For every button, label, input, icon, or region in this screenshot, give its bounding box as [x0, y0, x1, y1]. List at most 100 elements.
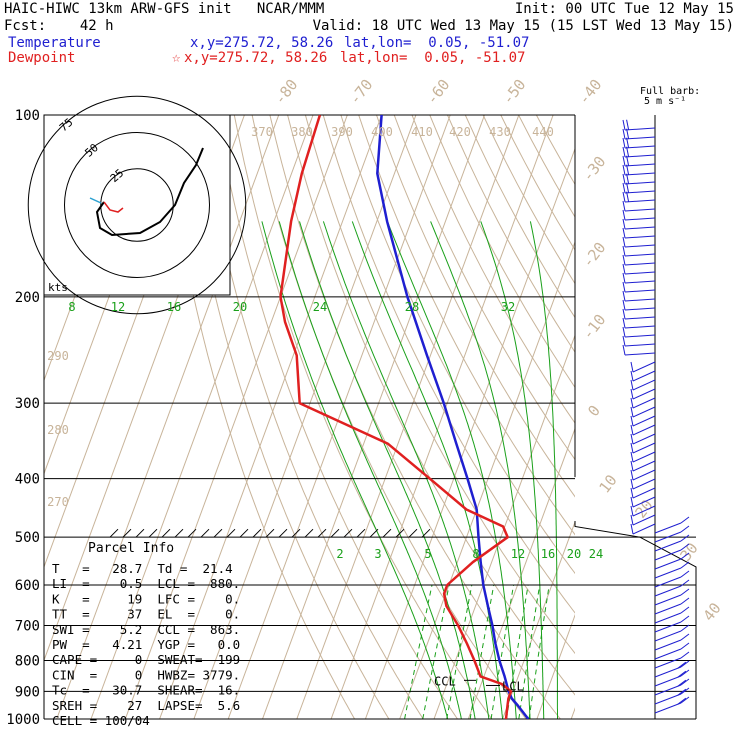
parcel-info-row: PW = 4.21 YGP = 0.0	[52, 637, 240, 652]
wind-barb	[654, 666, 682, 678]
wind-barb	[632, 397, 656, 409]
wind-barb	[624, 253, 656, 257]
dry-adiabat	[340, 115, 575, 575]
mixing-ratio-lower-label: 8	[472, 547, 479, 561]
dry-adiabat	[162, 115, 356, 719]
wind-barb-feather	[680, 660, 690, 668]
wind-barb	[654, 621, 682, 633]
theta-label: 380	[291, 125, 313, 139]
wind-barb-feather	[622, 317, 626, 329]
parcel-info-row: TT = 37 EL = 0.	[52, 607, 240, 622]
wind-barb	[632, 478, 656, 490]
dry-adiabat	[180, 115, 390, 719]
wind-barb-feather	[622, 128, 626, 140]
mixing-ratio-lower-label: 16	[541, 547, 555, 561]
isotherm-line	[124, 115, 348, 719]
wind-barb-feather	[626, 119, 630, 130]
dry-adiabat	[393, 115, 575, 461]
wind-barb	[632, 469, 656, 481]
wind-barb	[632, 370, 656, 382]
wind-barb-feather	[630, 406, 634, 418]
wind-barb	[624, 154, 656, 158]
hatch-mark	[200, 528, 210, 538]
wind-barb-feather	[622, 272, 626, 284]
parcel-info-row: CAPE = 0 SWEAT= 199	[52, 652, 240, 667]
hodograph-surface-trace	[89, 197, 102, 204]
wind-barb-feather	[680, 615, 690, 623]
wind-barb-feather	[680, 606, 690, 614]
wind-barb-feather	[680, 552, 690, 560]
theta-label: 370	[251, 125, 273, 139]
temperature-legend: Temperature	[8, 35, 101, 51]
wind-barb	[624, 235, 656, 239]
wind-barb	[632, 442, 656, 454]
wind-barb-feather	[626, 173, 630, 184]
mixing-ratio-lower-label: 5	[424, 547, 431, 561]
hatch-mark	[369, 528, 379, 538]
mixing-ratio-lower-label: 12	[511, 547, 525, 561]
wind-barb-feather	[626, 164, 630, 175]
wind-barb	[624, 307, 656, 311]
mixing-ratio-line	[446, 584, 473, 719]
isotherm-label: -50	[499, 76, 530, 108]
wind-barb-feather	[622, 227, 626, 239]
wind-barb-feather	[622, 209, 626, 221]
temperature-latlon: lat,lon= 0.05, -51.07	[344, 35, 530, 51]
theta-label: 270	[47, 495, 69, 509]
isotherm-line	[433, 333, 575, 719]
wind-barb-feather	[622, 182, 626, 194]
init-time: Init: 00 UTC Tue 12 May 15	[514, 1, 734, 17]
wind-barb	[632, 379, 656, 391]
isotherm-label: -30	[579, 153, 610, 185]
dewpoint-latlon: lat,lon= 0.05, -51.07	[340, 50, 526, 66]
wind-barb-feather	[622, 191, 626, 203]
wind-barb-feather	[680, 669, 690, 677]
wind-barb	[632, 361, 656, 373]
mixing-ratio-lower-label: 2	[336, 547, 343, 561]
isotherm-line	[90, 115, 314, 719]
wind-barb-feather	[622, 146, 626, 158]
wind-barb	[654, 576, 682, 588]
wind-barb-feather	[622, 119, 626, 131]
wind-barb	[632, 460, 656, 472]
wind-barb	[654, 531, 682, 543]
isotherm-label: -60	[423, 76, 454, 108]
wind-barb	[654, 684, 682, 696]
hatch-mark	[330, 528, 340, 538]
wind-barb-feather	[626, 146, 630, 157]
wind-barb	[654, 585, 682, 597]
isotherm-label: -70	[346, 76, 377, 108]
parcel-info-row: SWI = 5.2 CCL = 863.	[52, 622, 240, 637]
wind-barb-feather	[630, 442, 634, 454]
hodograph-box	[43, 114, 231, 296]
isotherm-line	[193, 115, 417, 719]
pressure-tick-label: 700	[15, 618, 40, 634]
mixing-ratio-lower-label: 20	[567, 547, 581, 561]
wind-barb-feather	[680, 588, 690, 596]
wind-barb	[654, 549, 682, 561]
pressure-tick-label: 400	[15, 472, 40, 488]
wind-barb-feather	[626, 137, 630, 148]
wind-barb	[624, 145, 656, 149]
dry-adiabat	[322, 115, 575, 614]
wind-barb	[624, 199, 656, 203]
wind-barb	[624, 217, 656, 221]
wind-barb-feather	[680, 525, 690, 533]
parcel-info-row: CIN = 0 HWBZ= 3779.	[52, 667, 240, 682]
wind-barb	[654, 594, 682, 606]
wind-barb-feather	[630, 514, 634, 526]
wind-barb-feather	[622, 299, 626, 311]
wind-barb	[624, 226, 656, 230]
wind-barb-feather	[630, 397, 634, 409]
wind-barb	[654, 612, 682, 624]
hatch-mark	[304, 528, 314, 538]
wind-barb-feather	[630, 388, 634, 400]
forecast-hour: Fcst: 42 h	[4, 18, 114, 34]
mixing-ratio-line	[404, 584, 433, 719]
valid-time: Valid: 18 UTC Wed 13 May 15 (15 LST Wed …	[312, 18, 734, 34]
hatch-mark	[317, 528, 327, 538]
dry-adiabat	[233, 115, 493, 719]
wind-barb	[624, 280, 656, 284]
mixing-ratio-upper-label: 16	[167, 300, 181, 314]
moist-adiabat	[299, 221, 476, 719]
